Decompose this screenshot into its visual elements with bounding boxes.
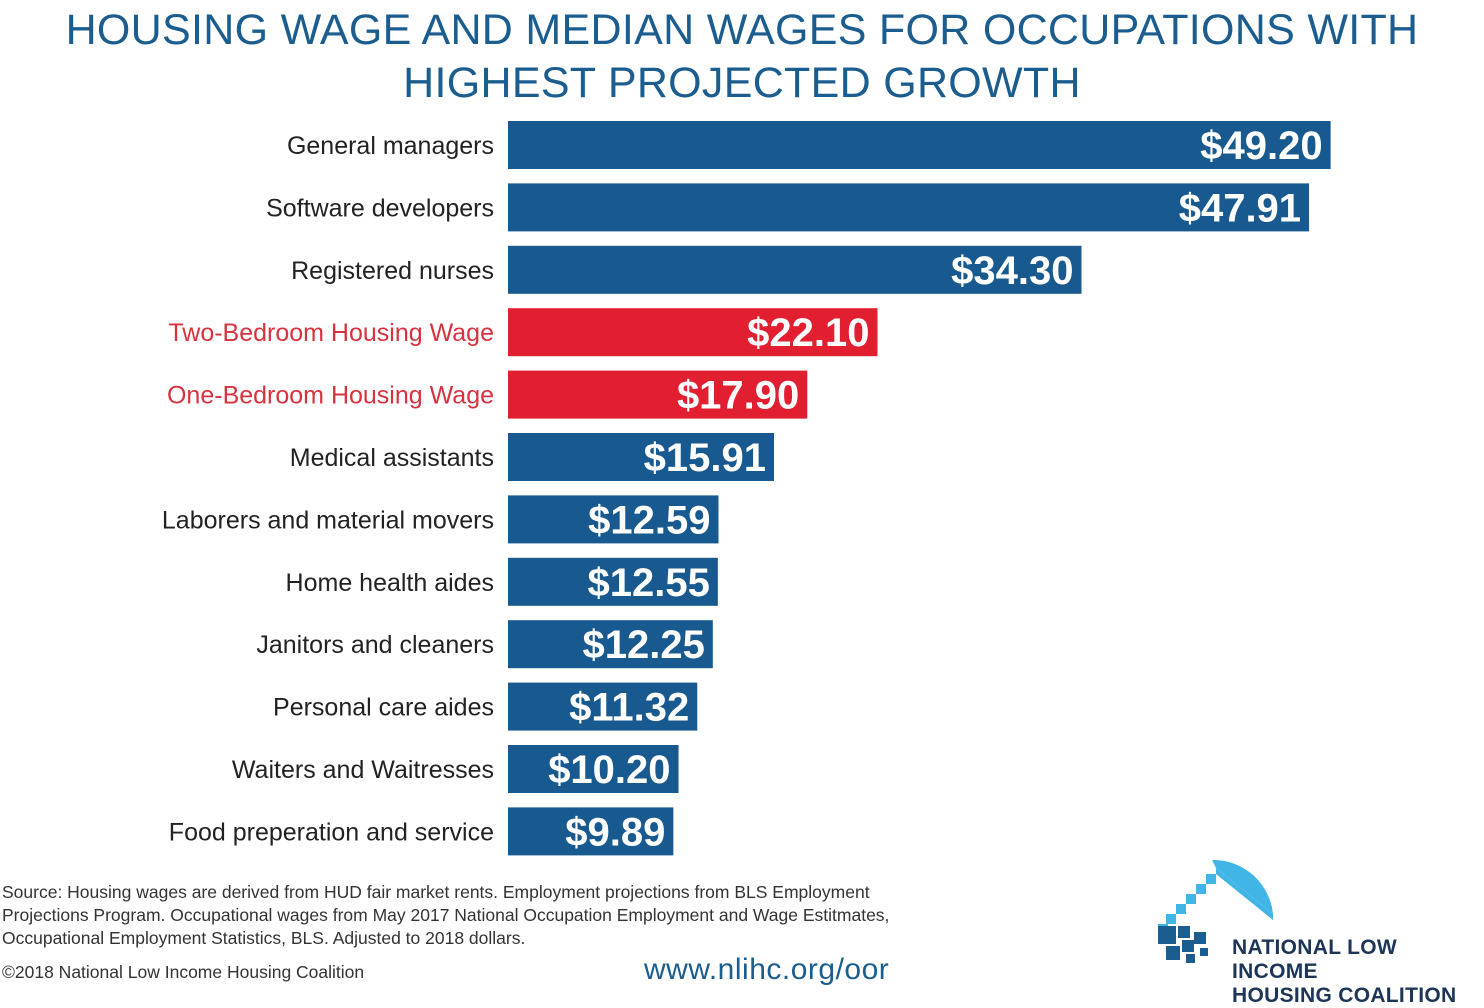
source-line-1: Source: Housing wages are derived from H… — [2, 882, 870, 902]
logo-text-line-2: HOUSING COALITION — [1232, 984, 1457, 1007]
category-label-8: Home health aides — [286, 569, 494, 597]
logo-text-line-1: NATIONAL LOW INCOME — [1232, 936, 1397, 983]
category-label-7: Laborers and material movers — [162, 506, 494, 534]
bar-1 — [508, 121, 1331, 169]
bar-5 — [508, 370, 808, 419]
bar-11 — [508, 745, 679, 793]
category-label-1: General managers — [287, 132, 494, 160]
bar-10 — [508, 682, 698, 731]
organization-logo-text: NATIONAL LOW INCOME HOUSING COALITION — [1232, 936, 1484, 1008]
category-label-12: Food preperation and service — [169, 818, 494, 846]
value-label-4: $22.10 — [747, 311, 869, 355]
source-line-2: Projections Program. Occupational wages … — [2, 905, 890, 925]
bar-3 — [508, 245, 1082, 294]
value-label-11: $10.20 — [548, 748, 670, 792]
bar-8 — [508, 557, 718, 606]
chart-title-line-2: HIGHEST PROJECTED GROWTH — [403, 59, 1081, 107]
value-label-3: $34.30 — [951, 249, 1073, 293]
bar-chart: General managers $49.20 Software developer… — [162, 121, 1331, 856]
bar-7 — [508, 495, 719, 544]
category-label-2: Software developers — [266, 194, 494, 222]
source-note: Source: Housing wages are derived from H… — [2, 881, 982, 950]
bar-2 — [508, 183, 1310, 232]
bar-9 — [508, 620, 713, 669]
source-line-3: Occupational Employment Statistics, BLS.… — [2, 928, 526, 948]
value-label-1: $49.20 — [1200, 124, 1322, 168]
chart-title: HOUSING WAGE AND MEDIAN WAGES FOR OCCUPA… — [0, 4, 1484, 110]
category-label-5: One-Bedroom Housing Wage — [167, 382, 494, 410]
value-label-12: $9.89 — [565, 810, 665, 854]
category-label-11: Waiters and Waitresses — [232, 756, 494, 784]
category-label-10: Personal care aides — [273, 694, 494, 722]
bar-12 — [508, 807, 674, 856]
bar-4 — [508, 308, 878, 357]
value-label-9: $12.25 — [582, 623, 704, 667]
value-label-8: $12.55 — [587, 561, 709, 605]
copyright-notice: ©2018 National Low Income Housing Coalit… — [2, 962, 365, 982]
bar-6 — [508, 433, 775, 481]
category-label-9: Janitors and cleaners — [256, 631, 494, 659]
house-stairs-logo-icon — [1158, 860, 1273, 963]
website-link[interactable]: www.nlihc.org/oor — [644, 953, 890, 986]
value-label-5: $17.90 — [677, 374, 799, 418]
value-label-10: $11.32 — [569, 686, 689, 730]
category-label-4: Two-Bedroom Housing Wage — [168, 319, 494, 347]
value-label-7: $12.59 — [588, 498, 710, 542]
category-label-3: Registered nurses — [291, 257, 494, 285]
value-label-6: $15.91 — [644, 436, 766, 480]
category-label-6: Medical assistants — [290, 444, 494, 472]
value-label-2: $47.91 — [1179, 186, 1301, 230]
chart-title-line-1: HOUSING WAGE AND MEDIAN WAGES FOR OCCUPA… — [65, 6, 1419, 54]
